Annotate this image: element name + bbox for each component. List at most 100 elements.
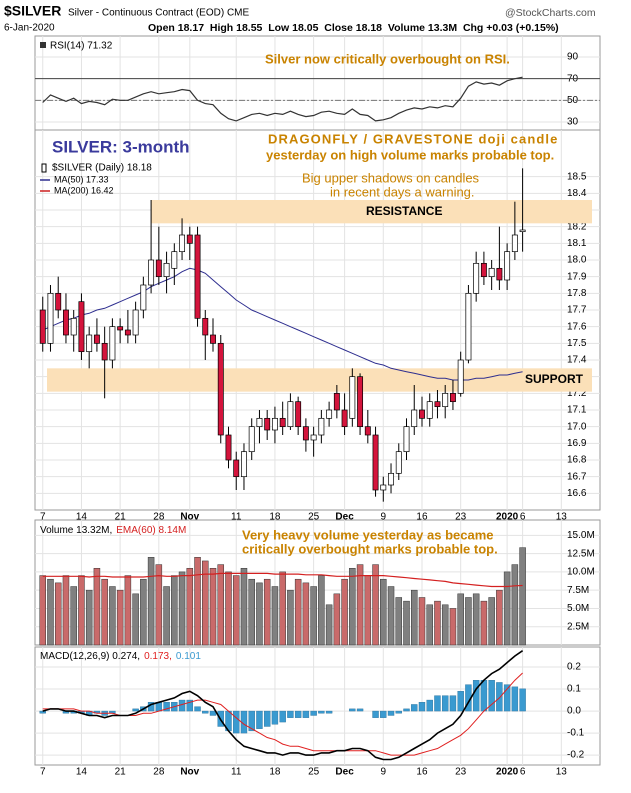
candle-body: [140, 284, 147, 311]
y-tick-label: 17.6: [567, 321, 587, 332]
candle-body: [488, 267, 495, 278]
volume-bar: [186, 567, 194, 646]
volume-bar: [248, 578, 255, 646]
x-tick-label: 28: [153, 767, 165, 778]
candle-body: [241, 451, 247, 478]
volume-bar: [116, 589, 124, 646]
volume-bar: [318, 575, 325, 646]
histogram-bar: [480, 680, 488, 712]
candle-body: [179, 234, 186, 253]
description: Silver - Continuous Contract (EOD) CME: [68, 8, 249, 19]
histogram-bar: [380, 710, 387, 718]
volume-bar: [132, 593, 139, 646]
volume-bar: [194, 557, 201, 646]
histogram-bar: [411, 704, 418, 712]
x-tick-label: Nov: [180, 767, 199, 778]
candle-body: [357, 376, 364, 428]
volume-bar: [294, 578, 302, 646]
histogram-bar: [271, 710, 279, 725]
volume-bar: [496, 589, 503, 646]
volume-bar: [140, 578, 147, 646]
histogram-bar: [294, 710, 302, 718]
histogram-bar: [496, 682, 503, 712]
volume-bar: [39, 575, 46, 646]
volume-bar: [310, 586, 317, 646]
band: [151, 200, 592, 224]
candle-body: [457, 359, 464, 394]
candle-body: [372, 434, 379, 491]
legend-entry: 0.173,: [144, 651, 172, 662]
candle-body: [101, 342, 108, 361]
candle-body: [47, 292, 54, 344]
candle-body: [504, 251, 511, 281]
ema-line: [42, 572, 523, 588]
volume-bar: [302, 582, 310, 646]
annotation: in recent days a warning.: [330, 184, 475, 199]
y-tick-label: 16.7: [567, 471, 587, 482]
x-tick-label: 11: [231, 767, 242, 778]
x-tick-label: 28: [153, 512, 165, 523]
candle-body: [86, 334, 93, 353]
histogram-bar: [372, 710, 379, 718]
volume-bar: [380, 578, 387, 646]
volume-bar: [271, 586, 279, 646]
volume-bar: [109, 586, 116, 646]
legend-entry: Volume 13.32M,: [40, 525, 112, 536]
legend-entry: MACD(12,26,9) 0.274,: [40, 651, 140, 662]
macd-line: [42, 650, 524, 761]
annotation: DRAGONFLY / GRAVESTONE doji candle: [268, 131, 558, 146]
band-label: SUPPORT: [525, 372, 584, 386]
legend: MACD(12,26,9) 0.274, 0.173, 0.101: [40, 651, 201, 662]
x-tick-label: 16: [416, 767, 428, 778]
candle-body: [449, 392, 456, 403]
x-tick-label: Dec: [335, 512, 354, 523]
y-tick-label: -0.2: [567, 750, 585, 761]
y-tick-label: 17.5: [567, 338, 587, 349]
legend: $SILVER (Daily) 18.18: [52, 163, 152, 174]
candle-body: [419, 409, 425, 419]
candle-body: [78, 301, 85, 353]
legend: RSI(14) 71.32: [50, 41, 113, 52]
volume-bar: [263, 578, 271, 646]
candle-body: [233, 459, 240, 478]
x-tick-label: 13: [556, 767, 568, 778]
source: @StockCharts.com: [505, 7, 596, 19]
volume-bar: [341, 578, 348, 646]
legend-entry: EMA(60) 8.14M: [116, 525, 186, 536]
x-tick-label: 2020: [496, 767, 519, 778]
histogram-bar: [472, 680, 480, 712]
candle-body: [426, 401, 433, 419]
volume-bar: [488, 597, 495, 646]
y-tick-label: 17.8: [567, 288, 587, 299]
volume-bar: [147, 557, 155, 646]
histogram-bar: [349, 708, 356, 712]
histogram-bar: [202, 710, 209, 714]
histogram-bar: [434, 695, 441, 712]
volume-bar: [410, 589, 418, 646]
candle-body: [310, 434, 317, 441]
histogram-bar: [39, 710, 46, 714]
histogram-bar: [511, 686, 519, 712]
histogram-bar: [519, 688, 526, 712]
candle-body: [473, 262, 480, 294]
candle-body: [511, 234, 518, 253]
histogram-bar: [163, 702, 170, 712]
volume-bar: [279, 571, 286, 646]
histogram-bar: [233, 710, 240, 734]
volume-bar: [403, 600, 410, 646]
histogram-bar: [442, 695, 449, 712]
histogram-bar: [194, 706, 201, 712]
y-tick-label: 17.2: [567, 388, 587, 399]
candle-body: [496, 267, 503, 281]
y-tick-label: 12.5M: [567, 548, 595, 559]
volume-bar: [465, 597, 472, 646]
y-tick-label: 18.4: [567, 188, 587, 199]
histogram-bar: [488, 680, 495, 712]
candle-body: [132, 309, 139, 336]
candle-body: [210, 334, 216, 344]
volume-bar: [78, 575, 85, 646]
x-tick-label: 2020: [496, 512, 519, 523]
histogram-bar: [387, 710, 395, 716]
candle-body: [148, 259, 155, 286]
